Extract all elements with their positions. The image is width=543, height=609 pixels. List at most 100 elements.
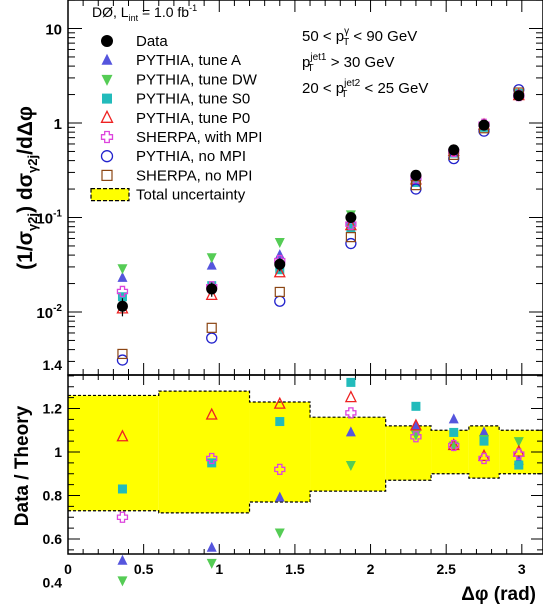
ratio-point bbox=[513, 437, 524, 448]
legend-entry: PYTHIA, tune DW bbox=[101, 71, 258, 88]
legend-marker bbox=[100, 150, 114, 163]
data-point bbox=[345, 232, 356, 243]
bottom-panel: 0.4 0.6 0.8 1 1.2 1.4 0 0.5 1 1.5 2 2.5 3 Data / The… bbox=[12, 357, 543, 605]
legend-label: PYTHIA, no MPI bbox=[136, 148, 246, 165]
cut-jet2-pt: 20 < pjet2 T < 25 GeV bbox=[302, 78, 428, 100]
legend-entry: Data bbox=[101, 33, 168, 50]
legend-label: PYTHIA, tune S0 bbox=[136, 91, 250, 108]
legend-entry-total-uncertainty: Total uncertainty bbox=[90, 187, 246, 204]
ratio-point bbox=[345, 426, 356, 437]
ratio-point bbox=[478, 452, 490, 465]
ratio-point bbox=[345, 407, 357, 419]
band-segment bbox=[158, 391, 250, 513]
ratio-point bbox=[346, 377, 356, 387]
band-segment bbox=[68, 395, 159, 511]
top-axis-ticks bbox=[67, 0, 543, 375]
ratio-point bbox=[206, 541, 217, 552]
ylabel-sub1: γ2j bbox=[25, 213, 40, 231]
band-segment bbox=[310, 417, 386, 492]
ratio-point bbox=[117, 484, 127, 494]
uncertainty-band bbox=[68, 390, 543, 514]
legend-band-swatch bbox=[90, 188, 130, 202]
ratio-point bbox=[206, 452, 218, 465]
x-tick-label: 0 bbox=[64, 561, 72, 577]
series-data bbox=[116, 90, 525, 317]
data-point bbox=[478, 119, 490, 131]
top-y-axis-label: (1/σγ2j) dσγ2j/dΔφ bbox=[14, 106, 40, 270]
legend-entry: PYTHIA, tune P0 bbox=[100, 109, 250, 127]
y-tick-label: 10 bbox=[45, 22, 62, 39]
data-point bbox=[116, 354, 129, 366]
data-point bbox=[274, 286, 285, 298]
ratio-point bbox=[410, 419, 421, 430]
legend-marker bbox=[101, 169, 113, 181]
ratio-point bbox=[410, 431, 422, 443]
ratio-point bbox=[448, 439, 460, 452]
y-tick-label: 10-2 bbox=[36, 303, 62, 322]
y-tick-label: 1 bbox=[54, 444, 62, 460]
data-point bbox=[273, 265, 286, 278]
y-tick-label: 0.8 bbox=[43, 488, 63, 504]
bottom-series-layer bbox=[116, 377, 525, 587]
experiment-label: DØ, Lint = 1.0 fb-1 bbox=[92, 3, 197, 23]
ratio-point bbox=[514, 460, 524, 470]
legend-marker bbox=[101, 53, 113, 65]
top-series-layer bbox=[116, 84, 525, 366]
y-tick-label: 0.6 bbox=[43, 531, 63, 547]
ylabel-part2: ) dσ bbox=[14, 173, 37, 213]
data-point bbox=[206, 283, 218, 295]
exp-label-sup: -1 bbox=[189, 3, 197, 13]
legend-entry: PYTHIA, tune S0 bbox=[102, 91, 250, 108]
ratio-point bbox=[116, 429, 129, 442]
band-segment bbox=[385, 425, 432, 481]
ylabel-sub2: γ2j bbox=[25, 155, 40, 173]
band-upper-edge bbox=[68, 390, 543, 431]
legend-label: Data bbox=[136, 33, 168, 50]
ratio-point bbox=[117, 576, 128, 587]
ratio-point bbox=[411, 401, 421, 411]
legend-marker bbox=[100, 109, 114, 123]
data-point bbox=[411, 177, 421, 187]
ratio-point bbox=[116, 511, 129, 523]
ratio-point bbox=[274, 463, 286, 476]
top-y-tick-labels: 10 1 10-1 10-2 bbox=[36, 22, 62, 323]
ratio-point bbox=[513, 448, 525, 460]
y-tick-label: 0.4 bbox=[43, 575, 63, 591]
ratio-series-sherpa-with-mpi bbox=[116, 407, 525, 523]
x-tick-label: 1.5 bbox=[285, 561, 305, 577]
data-point bbox=[513, 90, 525, 102]
x-tick-label: 3 bbox=[518, 561, 526, 577]
ratio-point bbox=[479, 436, 489, 446]
ratio-point bbox=[409, 418, 422, 431]
ratio-point bbox=[117, 554, 128, 565]
data-point bbox=[206, 332, 218, 344]
legend-marker bbox=[100, 130, 114, 144]
bottom-tick-labels: 0.4 0.6 0.8 1 1.2 1.4 0 0.5 1 1.5 2 2.5 3 bbox=[43, 357, 526, 591]
ratio-point bbox=[447, 438, 460, 451]
cut-photon-pt: 50 < pγ T < 90 GeV bbox=[302, 26, 417, 48]
legend-entry: SHERPA, no MPI bbox=[101, 167, 252, 184]
data-point bbox=[117, 271, 128, 282]
legend-entry: PYTHIA, no MPI bbox=[100, 148, 246, 165]
data-point bbox=[274, 238, 285, 249]
ratio-point bbox=[274, 491, 285, 502]
ratio-point bbox=[275, 417, 285, 427]
data-point bbox=[117, 348, 128, 360]
x-axis-label: Δφ (rad) bbox=[461, 584, 536, 605]
data-point bbox=[448, 144, 460, 156]
data-point bbox=[116, 285, 129, 298]
data-point bbox=[346, 223, 356, 233]
exp-label-sub: int bbox=[129, 13, 139, 23]
data-point bbox=[410, 169, 422, 181]
ratio-point bbox=[273, 396, 286, 409]
band-segment bbox=[431, 430, 469, 474]
band-segment bbox=[249, 401, 311, 503]
ratio-point bbox=[344, 390, 357, 403]
ratio-point bbox=[449, 427, 459, 437]
legend-marker bbox=[102, 93, 112, 104]
bottom-axis-ticks bbox=[67, 375, 543, 554]
y-tick-label: 1.4 bbox=[43, 357, 63, 373]
data-point bbox=[274, 258, 286, 270]
ratio-point bbox=[448, 413, 459, 424]
